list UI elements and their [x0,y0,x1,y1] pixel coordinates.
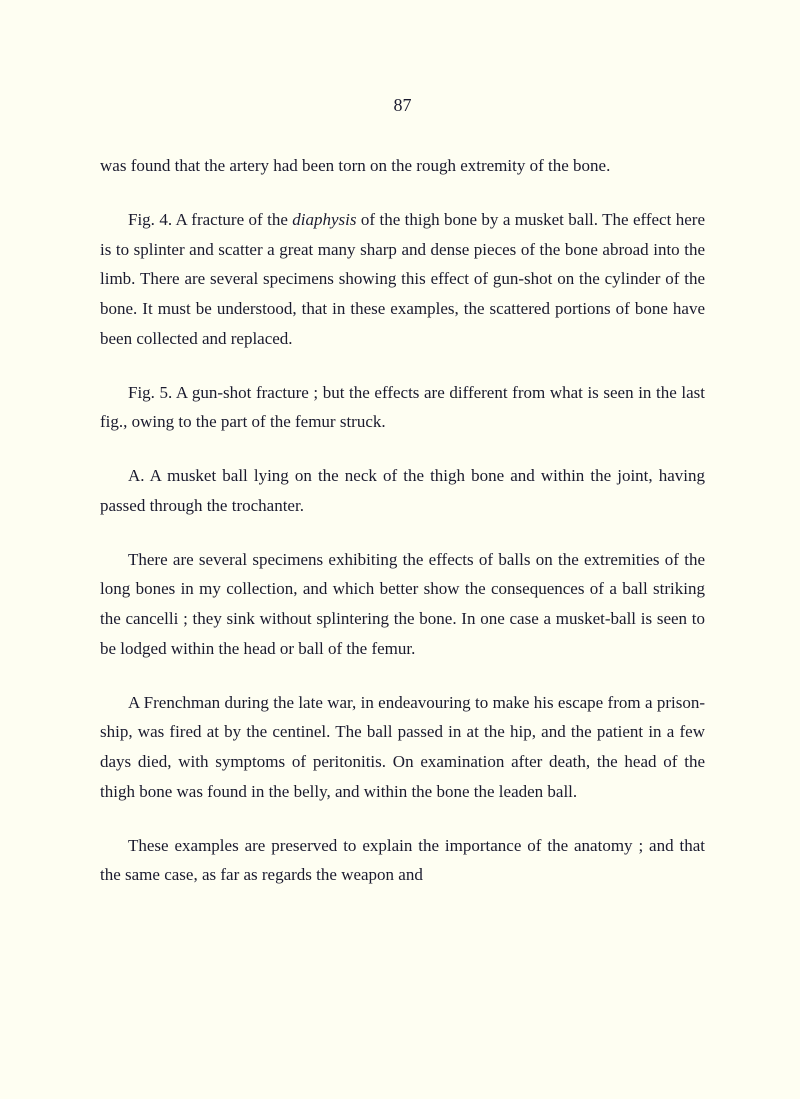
paragraph-1: was found that the artery had been torn … [100,151,705,181]
paragraph-3: Fig. 5. A gun-shot fracture ; but the ef… [100,378,705,438]
paragraph-6: A Frenchman during the late war, in ende… [100,688,705,807]
paragraph-4: A. A musket ball lying on the neck of th… [100,461,705,521]
page-number: 87 [100,95,705,116]
paragraph-5: There are several specimens exhibiting t… [100,545,705,664]
paragraph-2: Fig. 4. A fracture of the diaphysis of t… [100,205,705,354]
paragraph-7: These examples are preserved to explain … [100,831,705,891]
